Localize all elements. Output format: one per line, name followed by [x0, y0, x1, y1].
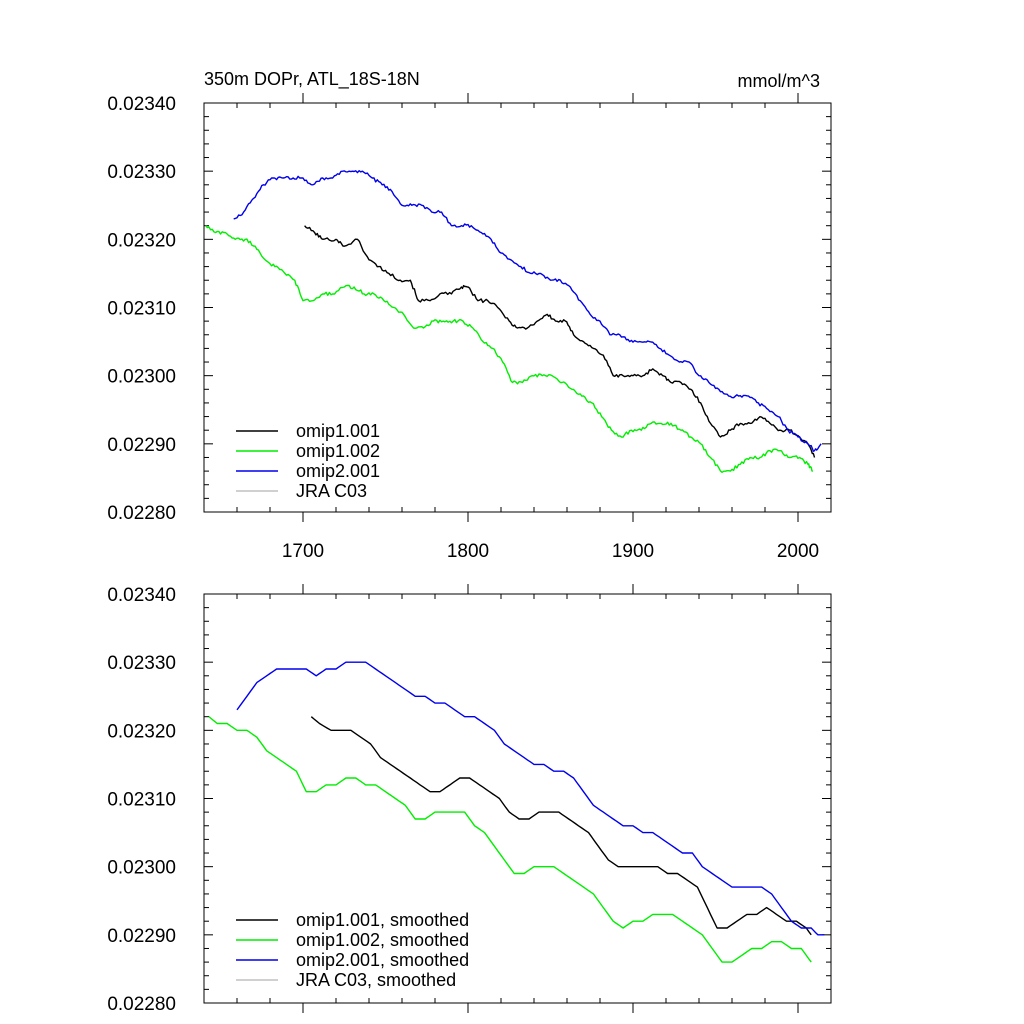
legend-label: omip1.001, smoothed [296, 910, 469, 930]
x-tick-label: 1800 [447, 541, 489, 562]
y-tick-label: 0.02300 [107, 858, 176, 879]
x-tick-label: 2000 [777, 541, 819, 562]
legend-label: omip2.001, smoothed [296, 950, 469, 970]
y-tick-label: 0.02280 [107, 503, 176, 524]
y-tick-label: 0.02340 [107, 94, 176, 115]
legend-label: omip2.001 [296, 461, 380, 481]
series-line [233, 169, 822, 452]
y-tick-label: 0.02320 [107, 230, 176, 251]
y-tick-label: 0.02340 [107, 585, 176, 606]
series-line [208, 716, 812, 963]
series-line [236, 661, 825, 936]
series-line [310, 716, 812, 936]
series-line [304, 225, 816, 458]
y-tick-label: 0.02310 [107, 790, 176, 811]
legend-label: omip1.001 [296, 421, 380, 441]
y-tick-label: 0.02330 [107, 653, 176, 674]
y-tick-label: 0.02310 [107, 299, 176, 320]
panel-title: 350m DOPr, ATL_18S-18N [204, 69, 420, 90]
series-line [205, 225, 813, 473]
x-tick-label: 1900 [612, 541, 654, 562]
y-tick-label: 0.02280 [107, 994, 176, 1015]
y-tick-label: 0.02290 [107, 435, 176, 456]
y-tick-label: 0.02330 [107, 162, 176, 183]
x-tick-label: 1700 [282, 541, 324, 562]
y-tick-label: 0.02300 [107, 367, 176, 388]
top-chart: 0.02280 0.02290 0.02300 0.02310 0.02320 0.023… [107, 93, 832, 562]
y-tick-label: 0.02320 [107, 721, 176, 742]
legend-label: JRA C03, smoothed [296, 970, 456, 990]
y-tick-label: 0.02290 [107, 926, 176, 947]
legend-label: omip1.002, smoothed [296, 930, 469, 950]
legend-label: JRA C03 [296, 481, 367, 501]
units-label: mmol/m^3 [738, 71, 820, 91]
bottom-chart: 0.02280 0.02290 0.02300 0.02310 0.02320 0.023… [107, 584, 832, 1015]
legend-label: omip1.002 [296, 441, 380, 461]
